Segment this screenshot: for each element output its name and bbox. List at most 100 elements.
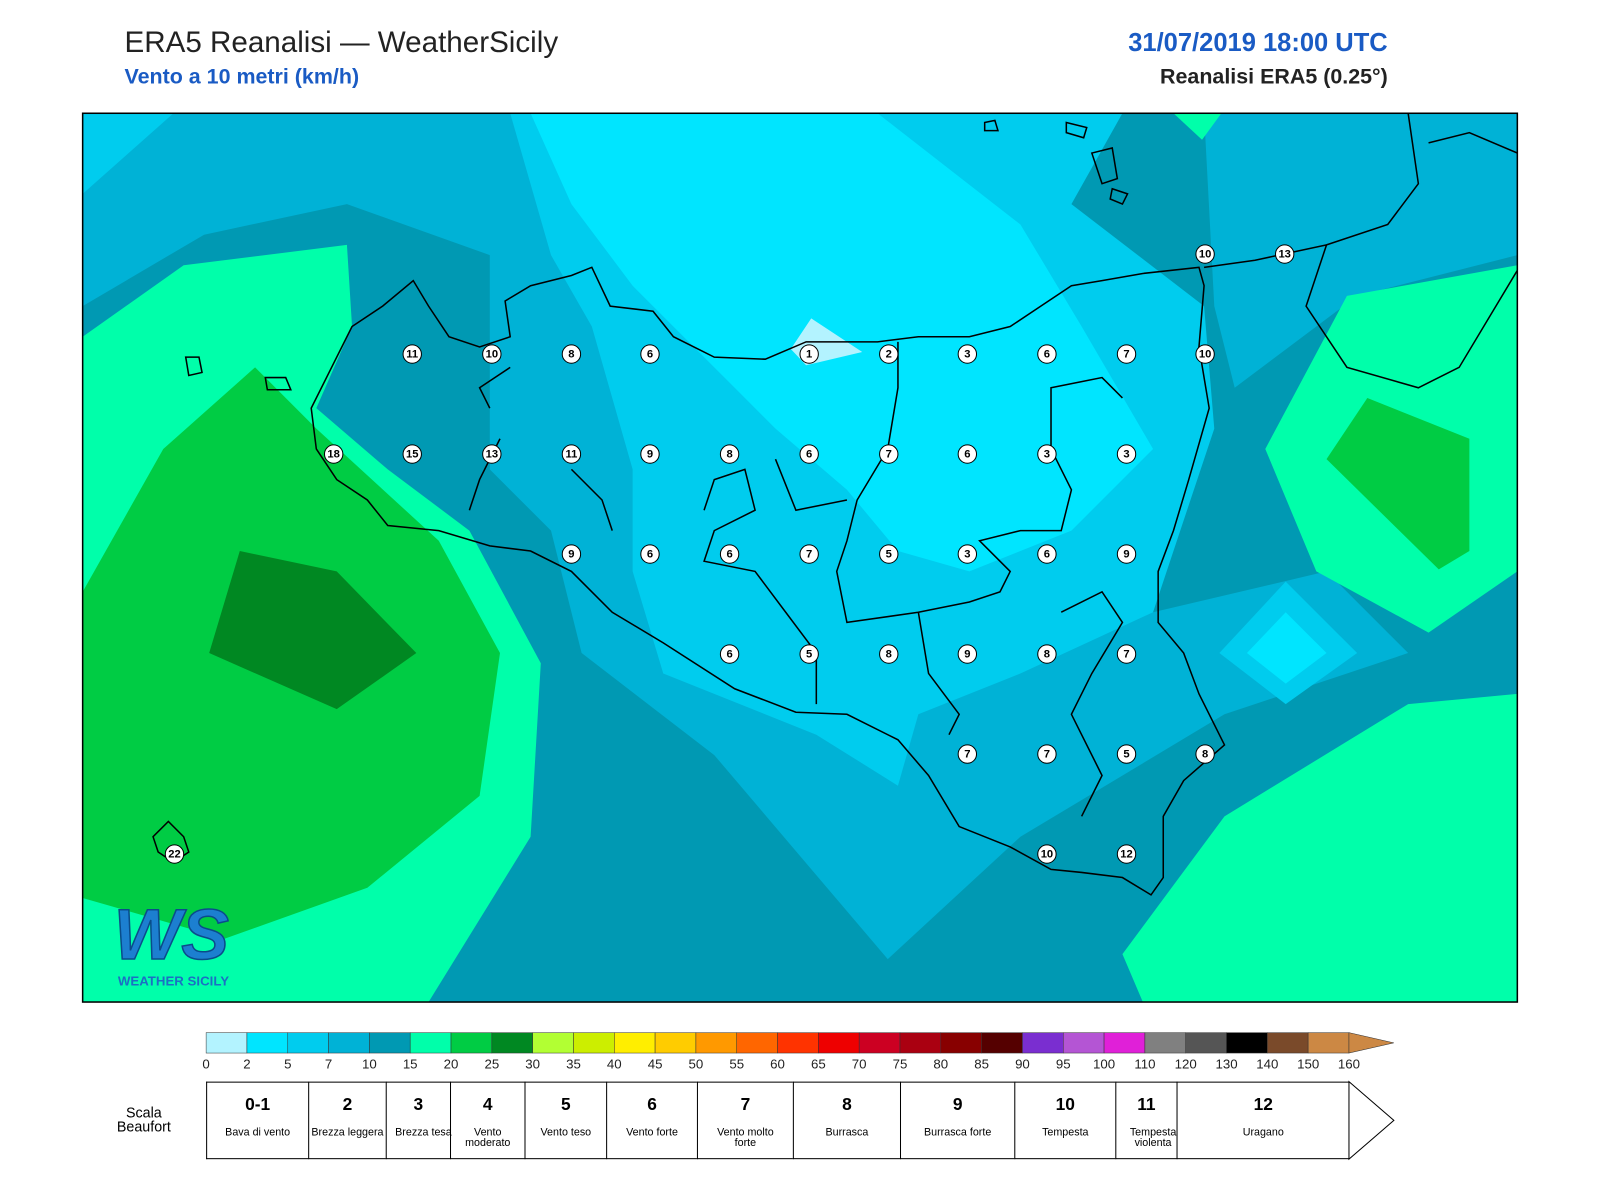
station-marker [957,644,978,664]
station-marker [957,544,978,564]
beaufort-force: 9 [952,1094,963,1115]
beaufort-label: Uragano [1242,1126,1284,1139]
station-marker [561,344,582,364]
color-box [573,1032,615,1054]
station-value: 8 [1044,649,1050,661]
station-marker [402,444,422,464]
beaufort-force: 12 [1253,1094,1273,1115]
colorbar-tick-label: 15 [403,1056,418,1071]
station-marker [1116,544,1137,564]
station-marker [957,744,978,764]
station-value: 3 [964,549,970,561]
station-value: 8 [1202,749,1208,761]
beaufort-force: 10 [1055,1094,1075,1115]
beaufort-class: 8 Burrasca [792,1081,900,1160]
beaufort-class: 5 Vento teso [524,1081,607,1160]
color-box [1063,1032,1105,1054]
colorbar-tick-label: 0 [202,1056,209,1071]
station-value: 9 [647,449,653,461]
station-value: 6 [1044,549,1050,561]
colorbar-tick-label: 65 [811,1056,826,1071]
beaufort-class: 2 Brezza leggera [308,1081,386,1160]
color-box [940,1032,982,1054]
station-value: 10 [1199,249,1211,261]
station-marker [1116,744,1137,764]
station-marker [799,344,819,364]
station-value: 1 [806,349,812,361]
beaufort-label: Burrasca forte [923,1126,992,1139]
datetime: 31/07/2019 18:00 UTC [1128,28,1388,58]
station-marker [1037,544,1057,564]
colorbar-tick-label: 75 [893,1056,908,1071]
colorbar: 0 2 5 7 10 15 20 25 30 35 40 45 50 55 60 65 70 75 80 85 90 95… [202,1032,1394,1071]
station-value: 6 [964,449,970,461]
beaufort-label: Tempesta violenta [1129,1126,1177,1149]
color-box [858,1032,901,1054]
beaufort-force: 11 [1137,1094,1156,1115]
station-marker [879,644,899,664]
color-box [777,1032,819,1054]
color-box [1144,1032,1186,1054]
color-box [614,1032,656,1054]
station-value: 7 [1123,349,1129,361]
color-box [328,1032,370,1054]
station-marker [482,344,502,364]
beaufort-label: Vento forte [626,1126,678,1139]
station-value: 5 [1123,749,1129,761]
colorbar-tick-label: 90 [1015,1056,1030,1071]
subtitle: Vento a 10 metri (km/h) [124,65,360,89]
beaufort-label: Burrasca [825,1126,869,1139]
station-value: 6 [647,549,653,561]
station-marker [1116,444,1137,464]
color-box [1267,1032,1309,1054]
color-box [491,1032,533,1054]
station-value: 10 [486,349,498,361]
color-box [695,1032,737,1054]
colorbar-tick-label: 120 [1175,1056,1197,1071]
station-marker [1195,744,1215,764]
station-value: 6 [726,549,732,561]
colorbar-tick-label: 60 [770,1056,785,1071]
station-value: 12 [1120,849,1132,861]
beaufort-class: 4 Vento moderato [449,1081,525,1160]
map-frame [81,112,1519,1003]
wind-field [82,113,1518,1003]
color-box [369,1032,411,1054]
station-marker [957,444,978,464]
station-value: 6 [647,349,653,361]
beaufort-class: 12 Uragano [1176,1081,1349,1160]
station-marker [879,344,899,364]
station-marker [957,344,978,364]
colorbar-tick-label: 35 [566,1056,581,1071]
station-value: 13 [1278,249,1290,261]
station-marker [640,344,660,364]
station-value: 3 [964,349,970,361]
station-value: 22 [168,849,180,861]
station-value: 7 [886,449,892,461]
beaufort-label: Vento moderato [465,1126,511,1149]
colorbar-tick-label: 7 [325,1056,332,1071]
station-value: 13 [486,449,498,461]
station-value: 7 [806,549,812,561]
beaufort-class: 9 Burrasca forte [899,1081,1015,1160]
station-value: 10 [1041,849,1053,861]
colorbar-tick-label: 130 [1215,1056,1237,1071]
colorbar-tick-label: 50 [689,1056,704,1071]
color-arrow [1348,1032,1394,1054]
colorbar-tick-label: 150 [1297,1056,1319,1071]
station-marker [1195,244,1215,264]
colorbar-tick-label: 55 [729,1056,744,1071]
beaufort-label: Bava di vento [225,1126,291,1139]
station-value: 8 [886,649,892,661]
station-marker [482,444,502,464]
colorbar-tick-label: 80 [933,1056,948,1071]
station-marker [561,544,582,564]
beaufort-class: 6 Vento forte [606,1081,697,1160]
colorbar-tick-label: 25 [484,1056,499,1071]
station-marker [1037,344,1057,364]
station-marker [640,544,660,564]
station-marker [1116,844,1137,864]
station-marker [402,344,422,364]
beaufort-label: Vento molto forte [717,1126,774,1149]
